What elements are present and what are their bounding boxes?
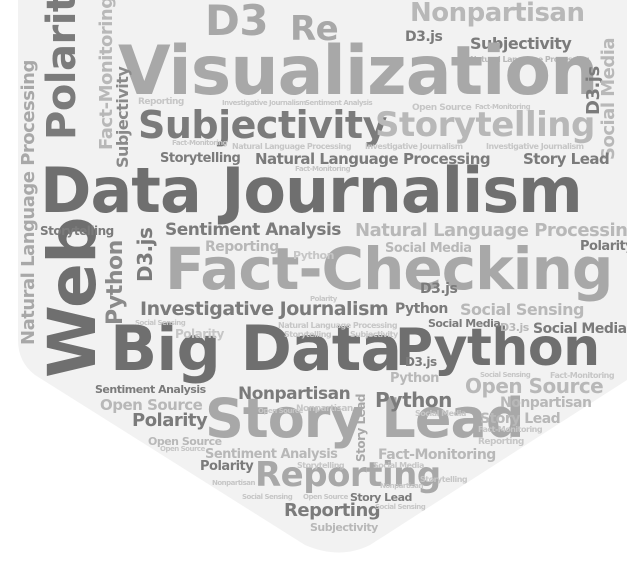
word-reporting: Reporting [255,455,441,495]
word-sentiment-analysis-small: Sentiment Analysis [95,383,206,396]
word-fact-monitoring-tiny-2: Fact-Monitoring [475,103,531,111]
word-open-source-tiny: Open Source [412,103,472,113]
word-social-sensing-tiny: Social Sensing [135,319,186,327]
word-nonpartisan-mid: Nonpartisan [238,384,351,404]
word-social-media-right: Social Media [598,37,619,160]
word-fact-monitoring: Fact-Monitoring [378,447,496,463]
word-reporting-low: Reporting [284,500,381,521]
word-fact-checking-tiny: Fact-Monitoring [295,165,351,173]
word-nlp-tiny-2: Natural Language Processing [278,321,398,330]
word-subjectivity-bottom: Subjectivity [310,521,378,534]
word-nonpartisan-top: Nonpartisan [410,0,585,28]
word-social-media-tiny-2: Social Media [373,461,424,470]
word-storytelling: Storytelling [375,105,595,145]
word-web: Web [34,217,111,378]
word-storytelling-small: Storytelling [160,151,241,166]
word-open-source-tiny-3: Open Source [160,445,205,453]
word-nlp-large: Natural Language Processing [355,220,627,241]
word-open-source-tiny-4: Open Source [303,493,348,501]
word-story-lead-vertical: Story Lead [354,393,368,462]
word-sentiment-tiny: Sentiment Analysis [305,99,373,107]
word-d3js-small: D3.js [500,321,529,334]
word-big-data: Big Data [110,312,402,385]
word-reporting-small: Reporting [205,239,279,255]
word-reporting-tiny: Reporting [138,97,184,107]
word-story-lead-small: Story Lead [523,150,610,168]
word-story-lead-low: Story Lead [350,491,412,504]
word-social-media-tiny: Social Media [415,409,466,418]
word-social-sensing-tiny-3: Social Sensing [242,493,293,501]
word-d3js-mid: D3.js [420,281,458,297]
word-fact-monitoring-tiny: Fact-Monitoring [172,139,228,147]
word-python-lower: Python [390,371,439,386]
word-python-tiny: Python [293,249,334,262]
word-d3js-vertical: D3.js [133,227,157,282]
word-fact-monitoring-tiny-4: Fact-Monitoring [478,425,543,434]
word-social-media-small: Social Media [428,317,501,330]
word-d3js-lower: D3.js [405,355,437,369]
word-open-source-left: Open Source [100,396,203,414]
word-investigative-tiny-2: Investigative Journalism [486,142,584,151]
word-storytelling-tiny-2: Storytelling [297,461,345,470]
word-visualization: Visualization [118,32,599,111]
word-subjectivity-vertical: Subjectivity [113,66,132,168]
word-open-source-tiny-2: Open Source [258,407,303,415]
word-social-sensing-tiny-2: Social Sensing [480,371,531,379]
word-social-sensing: Social Sensing [460,300,584,319]
word-d3js-top: D3.js [405,29,443,45]
word-data-journalism: Data Journalism [40,154,583,227]
word-python-low: Python [375,388,452,412]
word-investigative-journalism: Investigative Journalism [140,298,389,320]
word-nlp-medium: Natural Language Processing [255,150,491,168]
word-polarity-low: Polarity [200,459,254,474]
word-subjectivity-tiny: Subjectivity [350,330,398,339]
word-sentiment-analysis-low: Sentiment Analysis [205,447,338,462]
word-polarity-vertical: Polarity [39,0,85,140]
word-fact-monitoring-tiny-3: Fact-Monitoring [550,371,615,380]
word-nlp-vertical: Natural Language Processing [18,60,39,345]
word-polarity-right: Polarity [580,239,627,254]
word-polarity-tiny-2: Polarity [310,295,337,303]
word-open-source-small: Open Source [148,435,222,448]
word-social-media-right-2: Social Media [533,321,627,337]
word-investigative-tiny-3: Investigative Journalism [222,99,306,107]
word-subjectivity: Subjectivity [138,103,387,147]
word-open-source-right: Open Source [465,374,604,398]
word-sentiment-analysis: Sentiment Analysis [165,220,341,240]
word-polarity-left: Polarity [132,410,208,431]
word-python-vertical: Python [103,240,128,325]
word-storytelling-tiny-3: Storytelling [420,475,468,484]
word-investigative-tiny: Investigative Journalism [365,142,463,151]
word-nonpartisan-right: Nonpartisan [500,395,592,411]
word-fact-checking: Fact-Checking [165,235,613,303]
word-reporting-tiny-2: Reporting [478,437,524,447]
word-nonpartisan-tiny: Nonpartisan [296,404,353,414]
word-nonpartisan-tiny-3: Nonpartisan [380,482,423,490]
word-re-fragment: Re [290,9,339,49]
word-storytelling-left: Storytelling [40,224,114,238]
word-nlp-tiny: Natural Language Processing [232,142,352,151]
word-d3-fragment: D3 [205,0,269,45]
word-nlp-top: Natural Language Processing [470,55,590,64]
word-python-mid: Python [395,301,448,317]
word-polarity-tiny: Polarity [175,327,224,341]
word-storytelling-tiny: Storytelling [284,330,332,339]
word-nonpartisan-tiny-2: Nonpartisan [212,479,255,487]
word-social-sensing-tiny-4: Social Sensing [375,503,426,511]
word-social-media-mid: Social Media [385,241,472,256]
word-python-big: Python [395,318,600,378]
word-subjectivity-top: Subjectivity [470,34,572,53]
word-story-lead: Story Lead [205,387,525,450]
word-story-lead-right: Story Lead [480,411,561,427]
